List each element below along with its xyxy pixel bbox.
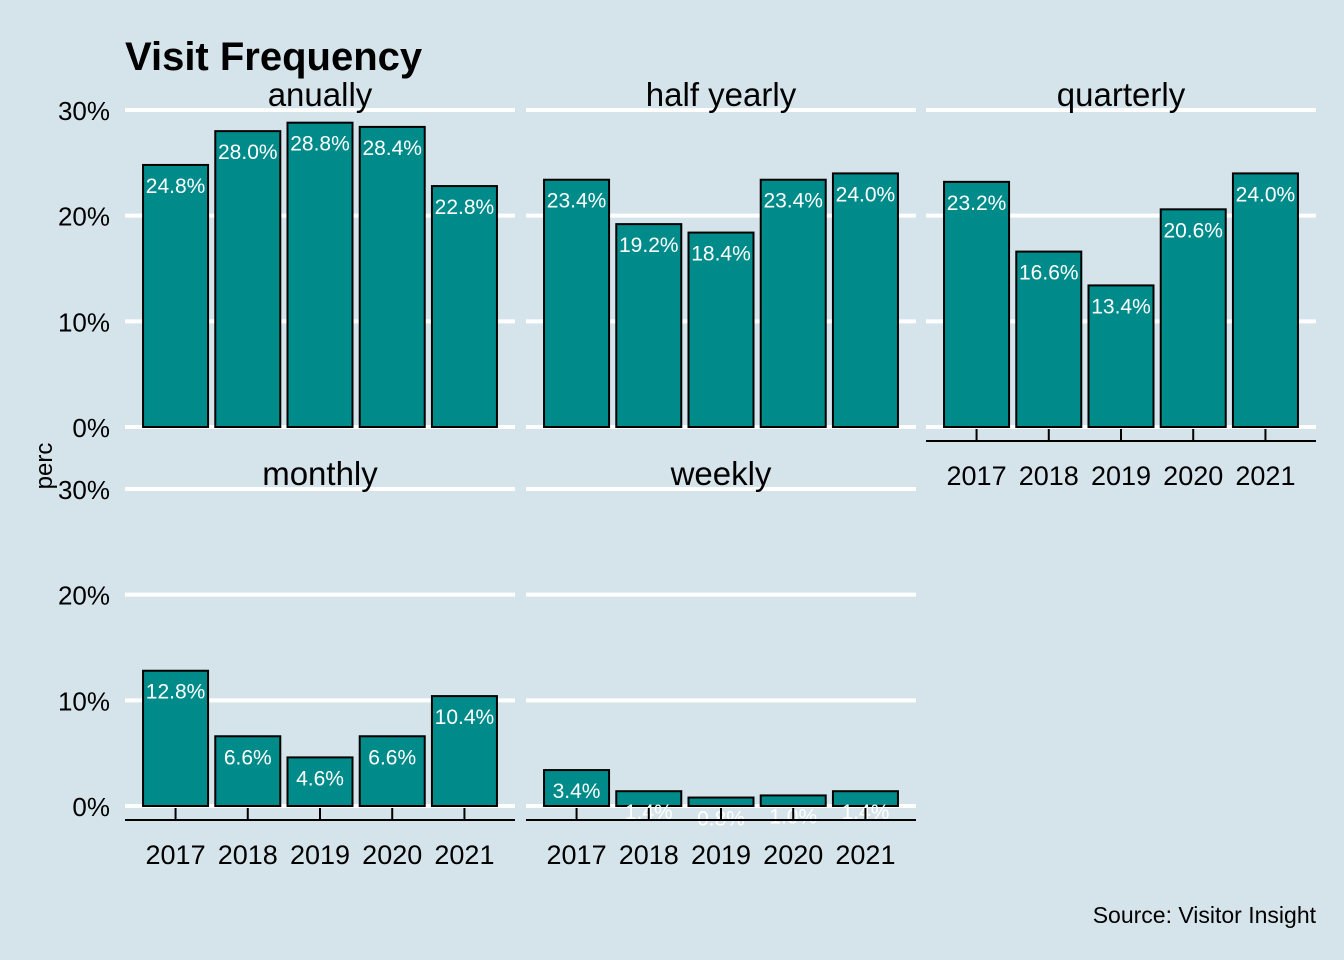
y-tick-label: 0% (72, 413, 110, 443)
bar (543, 178, 611, 428)
bar (358, 735, 426, 808)
y-tick-label: 0% (72, 792, 110, 822)
y-tick-label: 20% (58, 202, 110, 232)
x-tick-label: 2018 (1019, 461, 1079, 491)
data-label: 10.4% (435, 706, 495, 729)
panel-weekly: 3.4%1.4%0.8%1.0%1.4%weekly20172018201920… (526, 455, 916, 870)
bar (142, 163, 210, 429)
x-tick-label: 2021 (835, 840, 895, 870)
y-axis-label: perc (31, 443, 58, 490)
bar (1087, 284, 1155, 429)
data-label: 23.2% (947, 192, 1007, 215)
x-tick-label: 2021 (1235, 461, 1295, 491)
chart-caption: Source: Visitor Insight (1093, 902, 1317, 928)
panel-quarterly: 23.2% 16.6% 13.4% 20.6% 24.0% quarterly 2017 20… (926, 76, 1316, 491)
data-label: 6.6% (224, 746, 272, 769)
panel-half-yearly: 23.4% 19.2% 18.4% 23.4% 24.0% half yearly (526, 76, 916, 429)
bar (831, 790, 899, 807)
panel-title: anually (268, 76, 373, 113)
bar (759, 178, 827, 428)
y-tick-label: 30% (58, 475, 110, 505)
bar (543, 769, 611, 807)
facet-panels: 0% 10% 20% 30% 0% 10% 20% 30% 24.8% 28.0% 28.8% 28.… (58, 76, 1316, 870)
y-tick-label: 10% (58, 686, 110, 716)
data-label: 24.8% (146, 175, 206, 198)
data-label: 23.4% (763, 190, 823, 213)
x-tick-label: 2017 (146, 840, 206, 870)
y-tick-label: 20% (58, 581, 110, 611)
panel-monthly: 12.8% 6.6% 4.6% 6.6% 10.4% monthly 2017 2018 201… (125, 455, 515, 870)
x-tick-label: 2019 (290, 840, 350, 870)
bar (687, 231, 755, 428)
bar (687, 796, 755, 808)
data-label: 18.4% (691, 243, 751, 266)
bar (759, 794, 827, 808)
data-label: 24.0% (1236, 183, 1296, 206)
bar (142, 669, 210, 807)
data-label: 22.8% (435, 196, 495, 219)
x-tick-label: 2020 (763, 840, 823, 870)
data-label: 12.8% (146, 681, 206, 704)
data-label: 23.4% (547, 190, 607, 213)
data-label: 6.6% (368, 746, 416, 769)
y-tick-label: 30% (58, 96, 110, 126)
panel-title: monthly (262, 455, 378, 492)
panel-title: half yearly (646, 76, 797, 113)
bar (1231, 172, 1299, 428)
bar (943, 180, 1011, 428)
bar (214, 130, 282, 428)
bar (831, 172, 899, 428)
data-label: 16.6% (1019, 262, 1079, 285)
x-tick-label: 2020 (362, 840, 422, 870)
panel-title: weekly (670, 455, 772, 492)
bar (358, 125, 426, 428)
data-label: 19.2% (619, 234, 679, 257)
bar (615, 223, 683, 428)
data-label: 3.4% (553, 780, 601, 803)
data-label: 20.6% (1163, 219, 1223, 242)
x-tick-label: 2020 (1163, 461, 1223, 491)
bar (615, 790, 683, 807)
bar (286, 756, 354, 807)
panel-title: quarterly (1057, 76, 1186, 113)
x-tick-label: 2017 (547, 840, 607, 870)
bar (430, 185, 498, 428)
x-tick-label: 2019 (1091, 461, 1151, 491)
y-tick-label: 10% (58, 307, 110, 337)
x-tick-label: 2017 (947, 461, 1007, 491)
bar (1159, 208, 1227, 428)
data-label: 28.0% (218, 141, 278, 164)
x-tick-label: 2021 (434, 840, 494, 870)
bar (286, 121, 354, 429)
x-tick-label: 2018 (619, 840, 679, 870)
bar (214, 735, 282, 808)
bar (1015, 250, 1083, 428)
x-tick-label: 2018 (218, 840, 278, 870)
chart-title: Visit Frequency (125, 35, 423, 79)
data-label: 24.0% (836, 183, 896, 206)
x-tick-label: 2019 (691, 840, 751, 870)
data-label: 4.6% (296, 767, 344, 790)
panel-anually: 24.8% 28.0% 28.8% 28.4% 22.8% anually (125, 76, 515, 429)
bar (430, 695, 498, 808)
data-label: 28.8% (290, 133, 350, 156)
data-label: 28.4% (362, 137, 422, 160)
data-label: 13.4% (1091, 295, 1151, 318)
